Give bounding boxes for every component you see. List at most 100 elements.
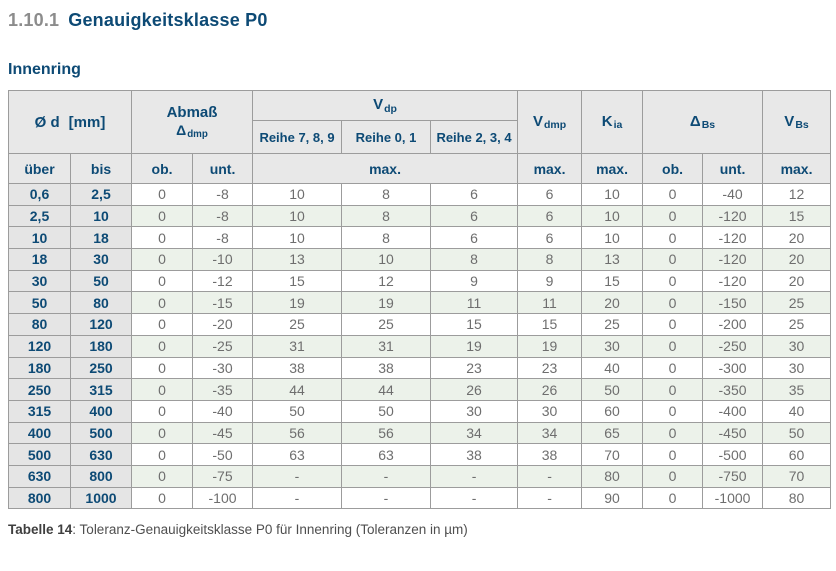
table-row: 500 630 0 -50 63 63 38 38 70 0 -500 60	[8, 443, 832, 466]
range-cell: 30	[8, 269, 71, 293]
range-cell: 400	[8, 421, 71, 445]
table-row: 315 400 0 -40 50 50 30 30 60 0 -400 40	[8, 399, 832, 423]
col-header-dbs: ΔBs	[642, 90, 764, 154]
value-cell: 30	[430, 399, 519, 423]
col-header-kia: Kia	[581, 90, 644, 154]
kia-subscript: ia	[613, 119, 623, 132]
value-cell: -	[430, 464, 519, 488]
value-cell: 70	[581, 443, 644, 466]
value-cell: 0	[131, 226, 194, 250]
value-cell: -	[517, 464, 583, 488]
vbs-subscript: Bs	[795, 119, 809, 132]
value-cell: -200	[702, 313, 764, 336]
value-cell: 90	[581, 486, 644, 510]
value-cell: 6	[517, 226, 583, 250]
value-cell: 20	[762, 269, 832, 293]
range-cell: 180	[69, 334, 133, 358]
range-cell: 315	[69, 378, 133, 401]
value-cell: 0	[131, 204, 194, 228]
range-cell: 80	[69, 291, 133, 315]
value-cell: 80	[581, 464, 644, 488]
range-cell: 120	[8, 334, 71, 358]
value-cell: -100	[192, 486, 254, 510]
table-row: 10 18 0 -8 10 8 6 6 10 0 -120 20	[8, 226, 832, 250]
value-cell: 0	[131, 421, 194, 445]
section-title: Genauigkeitsklasse P0	[68, 10, 268, 30]
value-cell: 50	[762, 421, 832, 445]
col-subheader-max-kia: max.	[581, 153, 644, 184]
range-cell: 500	[8, 443, 71, 466]
value-cell: 0	[131, 356, 194, 380]
value-cell: -120	[702, 269, 764, 293]
vbs-symbol: V	[784, 112, 795, 130]
col-header-vdp: Vdp	[252, 90, 519, 121]
value-cell: 0	[131, 334, 194, 358]
value-cell: 0	[642, 334, 704, 358]
table-row: 30 50 0 -12 15 12 9 9 15 0 -120 20	[8, 269, 832, 293]
value-cell: 6	[430, 183, 519, 206]
value-cell: -120	[702, 204, 764, 228]
value-cell: -450	[702, 421, 764, 445]
vdp-subscript: dp	[384, 102, 397, 115]
tolerance-table: Ø d [mm] Abmaß Δdmp Vdp Vdmp Kia ΔBs VBs …	[7, 90, 832, 510]
value-cell: 0	[642, 356, 704, 380]
range-cell: 630	[8, 464, 71, 488]
range-cell: 10	[69, 204, 133, 228]
value-cell: 30	[762, 356, 832, 380]
value-cell: 60	[762, 443, 832, 466]
value-cell: 38	[517, 443, 583, 466]
diameter-symbol: Ø d	[34, 113, 60, 131]
value-cell: 10	[581, 204, 644, 228]
value-cell: 8	[341, 183, 432, 206]
table-row: 80 120 0 -20 25 25 15 15 25 0 -200 25	[8, 313, 832, 336]
col-subheader-max-vdp: max.	[252, 153, 519, 184]
value-cell: 40	[762, 399, 832, 423]
value-cell: 19	[341, 291, 432, 315]
range-cell: 2,5	[69, 183, 133, 206]
value-cell: -300	[702, 356, 764, 380]
diameter-unit: [mm]	[68, 113, 106, 131]
value-cell: 10	[252, 183, 343, 206]
value-cell: 30	[581, 334, 644, 358]
table-caption: Tabelle 14: Toleranz-Genauigkeitsklasse …	[8, 522, 830, 537]
value-cell: -15	[192, 291, 254, 315]
value-cell: 70	[762, 464, 832, 488]
value-cell: -150	[702, 291, 764, 315]
value-cell: 0	[131, 378, 194, 401]
range-cell: 250	[69, 356, 133, 380]
col-subheader-bis: bis	[69, 153, 133, 184]
value-cell: 0	[131, 464, 194, 488]
table-row: 250 315 0 -35 44 44 26 26 50 0 -350 35	[8, 378, 832, 401]
vdmp-subscript: dmp	[543, 119, 567, 132]
delta-symbol: Δ	[176, 121, 187, 138]
value-cell: -40	[192, 399, 254, 423]
value-cell: 15	[252, 269, 343, 293]
col-header-reihe789: Reihe 7, 8, 9	[252, 120, 343, 154]
range-cell: 800	[69, 464, 133, 488]
value-cell: -	[341, 464, 432, 488]
value-cell: -1000	[702, 486, 764, 510]
range-cell: 30	[69, 248, 133, 271]
value-cell: 0	[642, 464, 704, 488]
value-cell: 6	[517, 204, 583, 228]
value-cell: 26	[517, 378, 583, 401]
value-cell: 38	[252, 356, 343, 380]
range-cell: 50	[69, 269, 133, 293]
section-number: 1.10.1	[8, 10, 60, 30]
value-cell: 25	[252, 313, 343, 336]
value-cell: 10	[252, 204, 343, 228]
table-row: 120 180 0 -25 31 31 19 19 30 0 -250 30	[8, 334, 832, 358]
value-cell: 50	[341, 399, 432, 423]
subtitle-innenring: Innenring	[8, 61, 81, 78]
kia-symbol: K	[601, 112, 613, 130]
col-header-reihe234: Reihe 2, 3, 4	[430, 120, 519, 154]
col-subheader-unt: unt.	[192, 153, 254, 184]
value-cell: 0	[131, 313, 194, 336]
value-cell: 10	[581, 183, 644, 206]
vdp-symbol: V	[373, 96, 384, 114]
value-cell: 0	[131, 486, 194, 510]
table-row: 400 500 0 -45 56 56 34 34 65 0 -450 50	[8, 421, 832, 445]
col-subheader-ob: ob.	[131, 153, 194, 184]
value-cell: 11	[517, 291, 583, 315]
